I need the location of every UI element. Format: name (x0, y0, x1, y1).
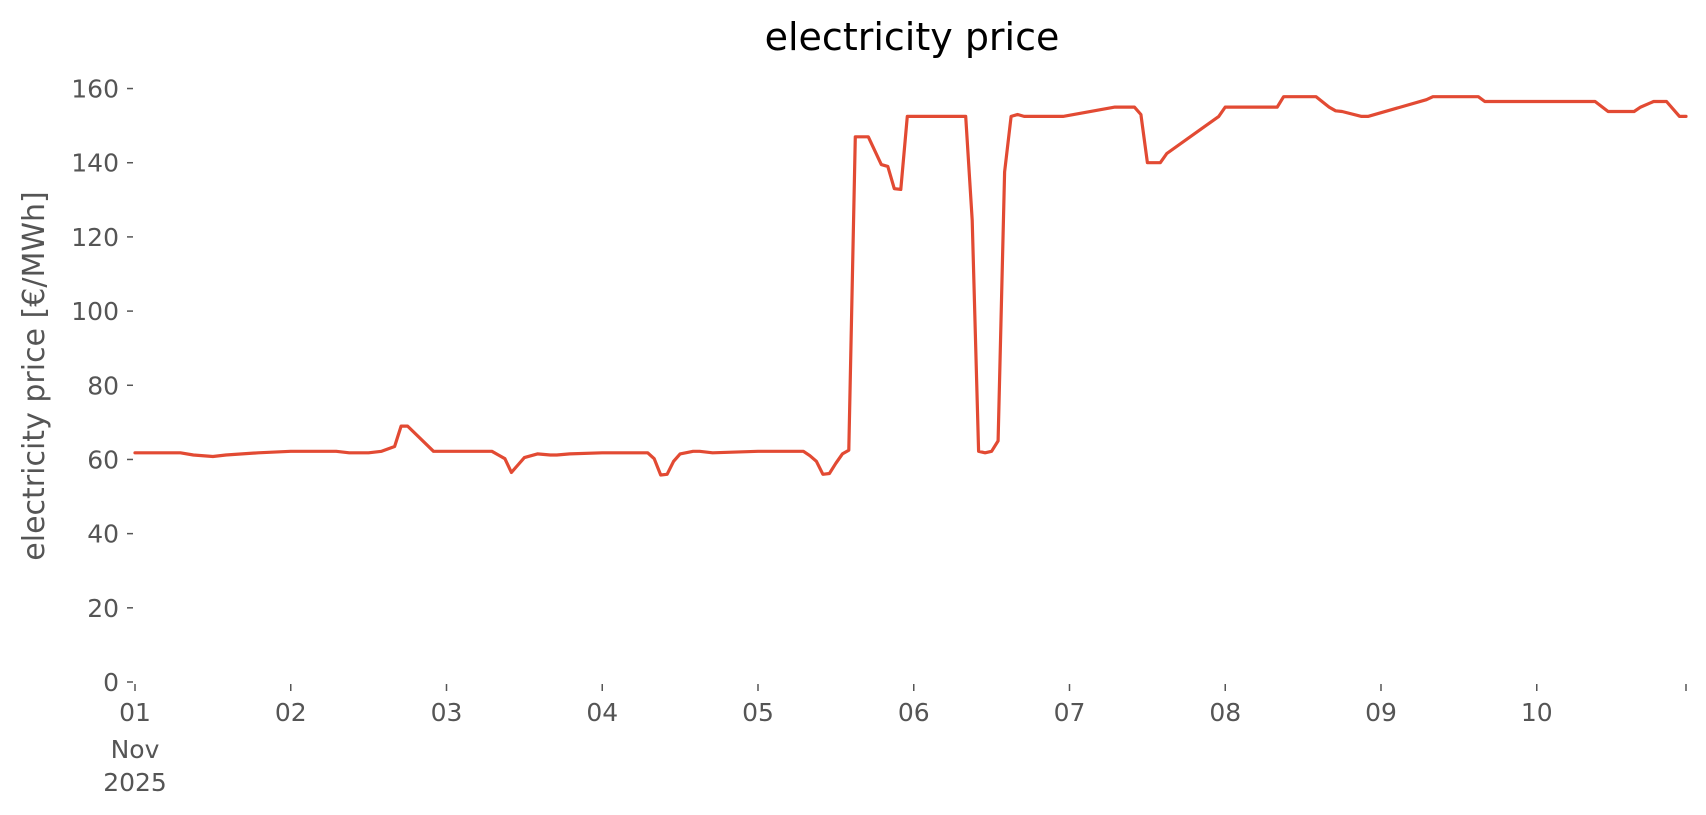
y-tick-label: 160 (71, 75, 119, 104)
y-tick-label: 120 (71, 223, 119, 252)
x-axis: 01 Nov 2025 02 03 04 05 06 07 08 09 10 (103, 684, 1687, 797)
x-tick-label: 05 (742, 698, 774, 727)
x-tick-label: 06 (898, 698, 930, 727)
x-tick-label: 02 (275, 698, 307, 727)
y-tick-label: 100 (71, 297, 119, 326)
x-tick-sublabel: 2025 (103, 768, 167, 797)
y-tick-label: 60 (87, 445, 119, 474)
x-tick-label: 10 (1521, 698, 1553, 727)
x-tick-label: 03 (431, 698, 463, 727)
y-tick-label: 80 (87, 371, 119, 400)
series-line-0 (133, 95, 1688, 477)
chart-title: electricity price (765, 15, 1060, 59)
y-axis: 0 20 40 60 80 100 120 140 160 (71, 75, 133, 697)
y-tick-label: 20 (87, 594, 119, 623)
x-tick-label: 07 (1054, 698, 1086, 727)
x-tick-label: 04 (586, 698, 618, 727)
x-tick-label: 01 (119, 698, 151, 727)
x-tick-label: 09 (1365, 698, 1397, 727)
y-axis-label: electricity price [€/MWh] (17, 191, 52, 560)
x-tick-sublabel: Nov (111, 735, 160, 764)
x-tick-label: 08 (1209, 698, 1241, 727)
y-tick-label: 140 (71, 149, 119, 178)
y-tick-label: 40 (87, 520, 119, 549)
y-tick-label: 0 (103, 668, 119, 697)
series-group (133, 95, 1688, 477)
